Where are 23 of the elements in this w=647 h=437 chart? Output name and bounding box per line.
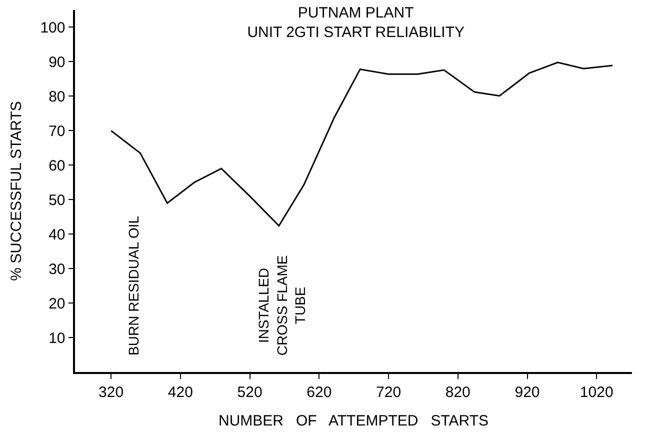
x-tick-label: 820 [445,384,470,401]
x-tick-label: 420 [168,384,193,401]
y-tick-label: 70 [48,122,66,140]
y-tick-label: 40 [48,226,66,244]
y-tick-label: 50 [48,192,66,209]
x-tick-label: 620 [306,384,332,401]
y-tick-label: 20 [48,295,66,312]
y-tick-label: 80 [48,88,66,106]
x-axis-title: NUMBER OF ATTEMPTED STARTS [218,412,489,430]
x-tick-label: 920 [514,384,540,401]
y-axis-title: % SUCCESSFUL STARTS [8,101,25,281]
chart-title: PUTNAM PLANT UNIT 2GTI START RELIABILITY [247,4,464,41]
y-tick-label: 60 [48,157,66,174]
annotation: INSTALLED CROSS FLAME TUBE [256,255,308,356]
y-tick-label: 90 [48,54,66,71]
x-tick-label: 520 [237,384,262,401]
y-tick-label: 30 [48,260,66,278]
x-tick-label: 720 [376,384,402,401]
y-tick-label: 10 [48,330,66,347]
annotation: BURN RESIDUAL OIL [125,216,142,356]
x-tick-label: 1020 [580,384,614,401]
y-tick-label: 100 [40,19,66,36]
x-tick-label: 320 [98,384,124,401]
